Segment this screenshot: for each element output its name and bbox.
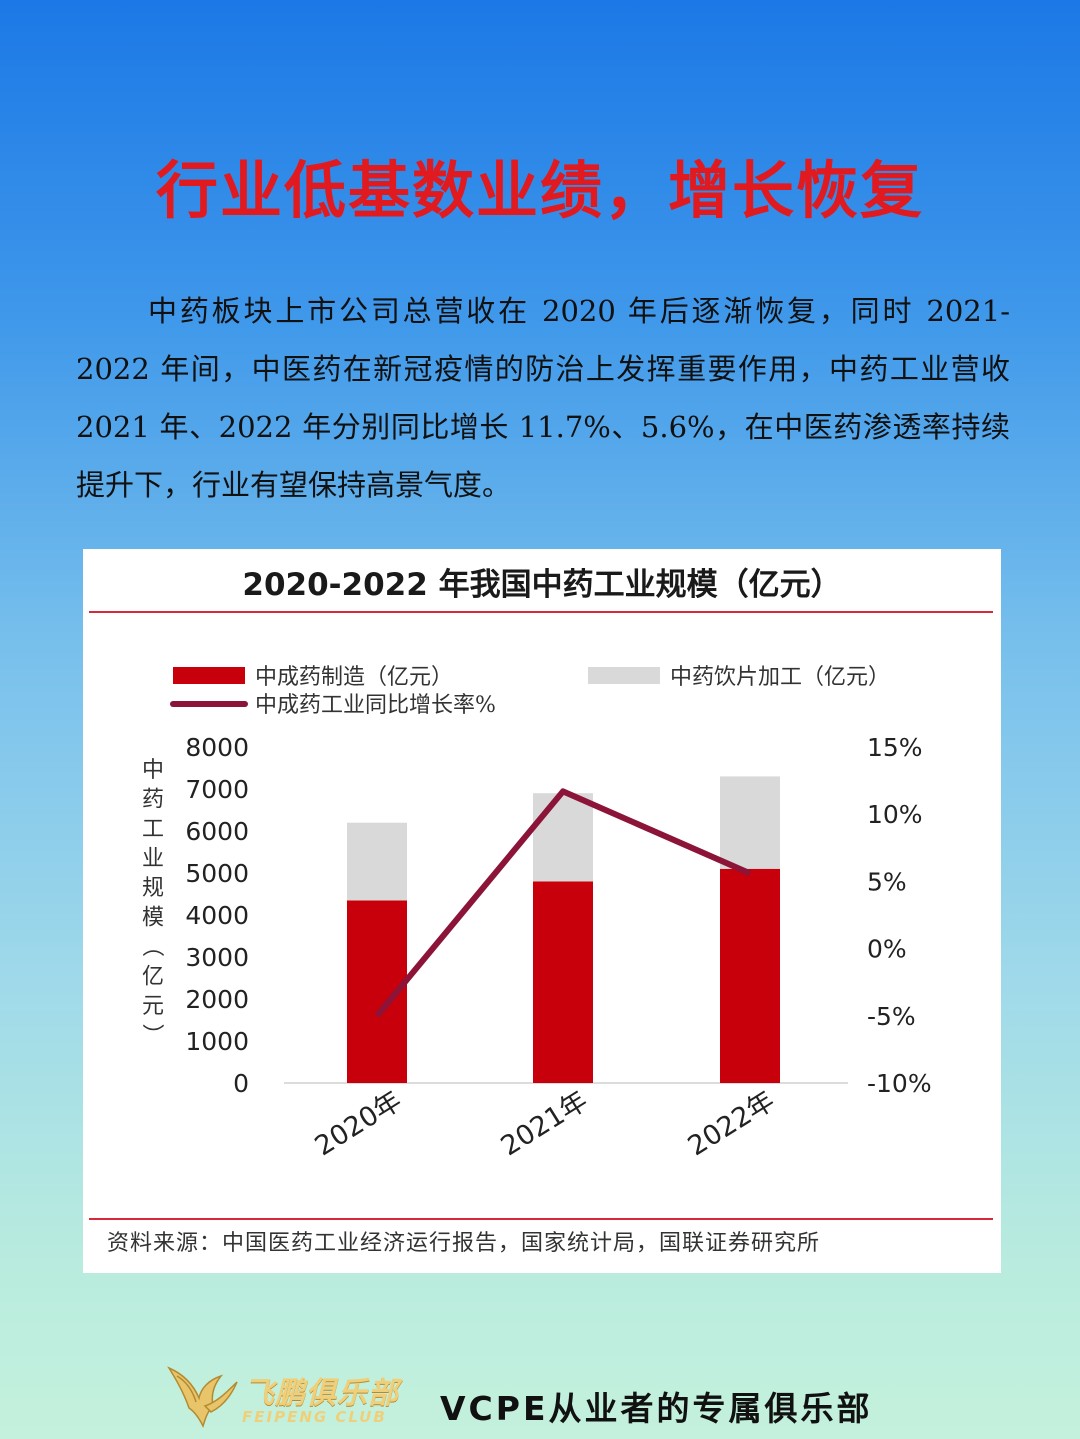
y-tick-label: 8000 xyxy=(185,733,249,762)
legend-label: 中成药制造（亿元） xyxy=(255,665,453,690)
legend-label: 中药饮片加工（亿元） xyxy=(670,665,890,690)
y2-tick-label: 15% xyxy=(867,733,923,762)
y-axis-label-char: 亿 xyxy=(142,965,164,990)
y-tick-label: 3000 xyxy=(185,943,249,972)
y-tick-label: 1000 xyxy=(185,1027,249,1056)
chart-canvas: 0 1000 2000 3000 4000 5000 6000 7000 8000 -10% -5%… xyxy=(83,549,1001,1273)
bar-proprietary-medicine xyxy=(720,869,780,1083)
logo-english: FEIPENG CLUB xyxy=(242,1408,387,1426)
intro-paragraph: 中药板块上市公司总营收在 2020 年后逐渐恢复，同时 2021-2022 年间… xyxy=(76,282,1010,514)
logo-chinese: 飞鹏俱乐部 xyxy=(244,1368,399,1412)
bar-decoction-pieces xyxy=(347,823,407,901)
bar-proprietary-medicine xyxy=(533,881,593,1083)
y2-tick-label: 10% xyxy=(867,800,923,829)
y-axis-label-char: 元 xyxy=(142,994,164,1019)
page-headline: 行业低基数业绩，增长恢复 xyxy=(0,140,1080,230)
y-axis-label-char: 药 xyxy=(142,788,164,813)
y-axis-label-char: 工 xyxy=(142,817,164,842)
y2-tick-label: -5% xyxy=(867,1002,916,1031)
y2-tick-label: 0% xyxy=(867,935,907,964)
x-tick-label: 2021年 xyxy=(496,1085,594,1162)
y-tick-label: 6000 xyxy=(185,817,249,846)
y-axis-label-char: 中 xyxy=(142,758,164,783)
y-tick-label: 2000 xyxy=(185,985,249,1014)
y-tick-label: 7000 xyxy=(185,775,249,804)
y2-tick-label: -10% xyxy=(867,1069,932,1098)
y-tick-label: 5000 xyxy=(185,859,249,888)
footer: 飞鹏俱乐部 FEIPENG CLUB VCPE从业者的专属俱乐部 xyxy=(0,1362,1080,1439)
x-tick-label: 2020年 xyxy=(310,1085,408,1162)
eagle-logo-icon xyxy=(165,1362,245,1428)
y2-tick-label: 5% xyxy=(867,867,907,896)
y-tick-label: 0 xyxy=(233,1069,249,1098)
y-axis-label-char: 业 xyxy=(142,847,164,872)
y-axis-label-char: 规 xyxy=(142,876,164,901)
footer-slogan: VCPE从业者的专属俱乐部 xyxy=(440,1382,873,1430)
source-rule xyxy=(89,1218,993,1220)
bar-decoction-pieces xyxy=(533,793,593,881)
y-tick-label: 4000 xyxy=(185,901,249,930)
x-tick-label: 2022年 xyxy=(683,1085,781,1162)
legend-swatch-1 xyxy=(588,667,660,684)
chart-card: 2020-2022 年我国中药工业规模（亿元） 0 1000 2000 3000 400… xyxy=(83,549,1001,1273)
legend-label: 中成药工业同比增长率% xyxy=(255,693,496,718)
y-axis-label-char: 模 xyxy=(142,906,164,931)
source-note: 资料来源：中国医药工业经济运行报告，国家统计局，国联证券研究所 xyxy=(107,1225,987,1257)
y-axis-label-char: （ xyxy=(139,935,164,957)
y-axis-label-char: ） xyxy=(139,1023,164,1045)
bar-decoction-pieces xyxy=(720,776,780,868)
legend-swatch-0 xyxy=(173,667,245,684)
